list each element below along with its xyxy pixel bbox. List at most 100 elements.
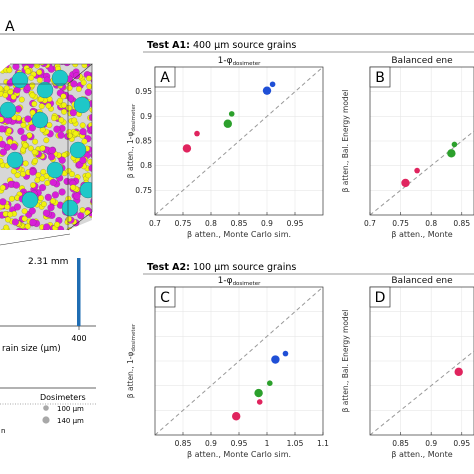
cube-particle <box>58 156 66 164</box>
panel-b-point-green-small <box>451 141 458 148</box>
cube-particle <box>20 122 27 128</box>
cube-particle <box>84 57 90 63</box>
panel-d-title-main: Balanced ene <box>391 276 453 286</box>
cube-particle <box>20 134 28 142</box>
cube-particle <box>84 88 92 96</box>
cube-particle <box>80 79 87 86</box>
legend-label-140: 140 μm <box>57 417 84 425</box>
cube-particle <box>29 82 36 89</box>
cube-large-grain <box>46 161 64 179</box>
panel-c-point-blue-large <box>271 355 280 364</box>
cube-particle <box>35 172 42 179</box>
cube-large-grain <box>73 96 91 114</box>
cube-particle <box>81 64 88 69</box>
panel-c-y-axis-label-main: β atten., 1-φ <box>126 352 135 399</box>
panel-c-one-to-one-line <box>155 287 323 435</box>
cube-particle <box>75 229 82 230</box>
panel-d-x-tick-label: 0.85 <box>392 439 409 448</box>
panel-b-x-tick-label: 0.8 <box>425 219 437 228</box>
panel-d-y-axis-label: β atten., Bal. Energy model <box>341 310 350 413</box>
cube-particle <box>54 221 60 228</box>
cube-particle <box>51 191 59 199</box>
panel-c-point-green-small <box>267 380 273 387</box>
cube-particle <box>10 168 17 175</box>
cube-particle <box>5 216 11 223</box>
panel-b-title: Balanced ene <box>391 56 453 66</box>
cube-particle <box>61 108 67 115</box>
panel-c-x-axis-label: β atten., Monte Carlo sim. <box>187 450 291 459</box>
panel-c-x-tick-label: 0.85 <box>175 439 192 448</box>
panel-d-y-axis-label-main: β atten., Bal. Energy model <box>341 310 350 413</box>
panel-c: 0.85 0.9 0.95 1 1.05 1.1 β atten., Monte Carlo… <box>126 276 329 459</box>
panel-d-title: Balanced ene <box>391 276 453 286</box>
cube-particle <box>10 93 17 100</box>
cube-particle <box>16 64 23 65</box>
cube-particle <box>75 86 82 92</box>
cube-particle <box>3 224 10 230</box>
panel-b-x-tick-label: 0.75 <box>392 219 409 228</box>
panel-c-point-red-small <box>256 399 263 405</box>
cube-particle <box>79 156 87 164</box>
cube-particle <box>61 102 67 109</box>
cube-particle <box>0 116 4 123</box>
cube-particle <box>29 92 36 99</box>
cube-particle <box>14 172 21 179</box>
panel-a-y-tick-label: 0.95 <box>135 87 152 96</box>
cube-particle <box>66 132 73 139</box>
cube-particle <box>20 171 26 177</box>
panel-a-point-blue-small <box>269 81 276 88</box>
panel-a-y-axis-label-sub: dosimeter <box>131 103 137 132</box>
cube-dimension-line <box>0 233 71 246</box>
cube-particle <box>21 215 28 222</box>
cube-particle <box>85 224 92 230</box>
panel-a: 0.7 0.75 0.8 0.85 0.9 0.95 0.75 0.8 0.85 0.9 0.95 β… <box>126 56 324 239</box>
panel-c-x-tick-label: 0.95 <box>231 439 248 448</box>
cube-particle <box>44 193 52 201</box>
panel-a-x-tick-label: 0.95 <box>287 219 304 228</box>
cube-particle <box>84 209 91 216</box>
cube-particle <box>36 77 43 83</box>
panel-d: 0.85 0.9 0.95β atten., Monte β atten., Bal.… <box>341 276 474 459</box>
cube-particle <box>53 125 61 133</box>
cube-particle <box>22 160 29 167</box>
cube-particle <box>58 188 66 196</box>
panel-a-y-tick-label: 0.85 <box>135 137 152 146</box>
cube-particle <box>63 64 71 67</box>
cube-particle <box>28 74 35 81</box>
cube-particle <box>81 138 88 145</box>
cube-particle <box>29 109 36 116</box>
cube-particle <box>30 182 36 189</box>
cube-large-grain <box>51 69 69 87</box>
cube-particle <box>7 89 14 95</box>
panel-c-x-tick-label: 1 <box>265 439 270 448</box>
legend-marker-small <box>43 405 49 411</box>
panel-b: 0.7 0.75 0.8 0.85β atten., Monte β atten., B… <box>341 56 474 239</box>
cube-particle <box>0 184 6 191</box>
panel-a-points <box>182 81 276 153</box>
cube-particle <box>43 137 50 144</box>
hist-x-axis-label: rain size (μm) <box>2 344 61 354</box>
panel-a-y-tick-label: 0.75 <box>135 186 152 195</box>
dosimeter-legend: Dosimeters 100 μm 140 μm n <box>0 387 96 435</box>
cube-particle <box>32 157 38 164</box>
panel-a-point-red-large <box>182 144 192 153</box>
panel-a-x-tick-label: 0.7 <box>149 219 161 228</box>
panel-d-letter-box <box>369 286 391 308</box>
panel-b-point-red-large <box>401 178 410 188</box>
particle-cube <box>0 57 93 231</box>
cube-particle <box>38 195 44 202</box>
cube-particle <box>77 212 85 220</box>
panel-a-point-blue-large <box>262 86 272 95</box>
panel-a-letter-box <box>154 66 176 88</box>
panel-c-point-blue-small <box>282 350 289 357</box>
panel-b-x-tick-label: 0.7 <box>364 219 376 228</box>
cube-large-grain <box>79 181 92 199</box>
cube-particle <box>86 226 92 230</box>
cube-particle <box>11 218 19 226</box>
panel-c-point-red-large <box>232 412 241 421</box>
cube-particle <box>34 177 41 183</box>
cube-particle <box>24 115 32 123</box>
panel-c-y-axis-label-sub: dosimeter <box>131 323 137 352</box>
legend-title: Dosimeters <box>40 393 86 402</box>
cube-particle <box>0 198 7 206</box>
